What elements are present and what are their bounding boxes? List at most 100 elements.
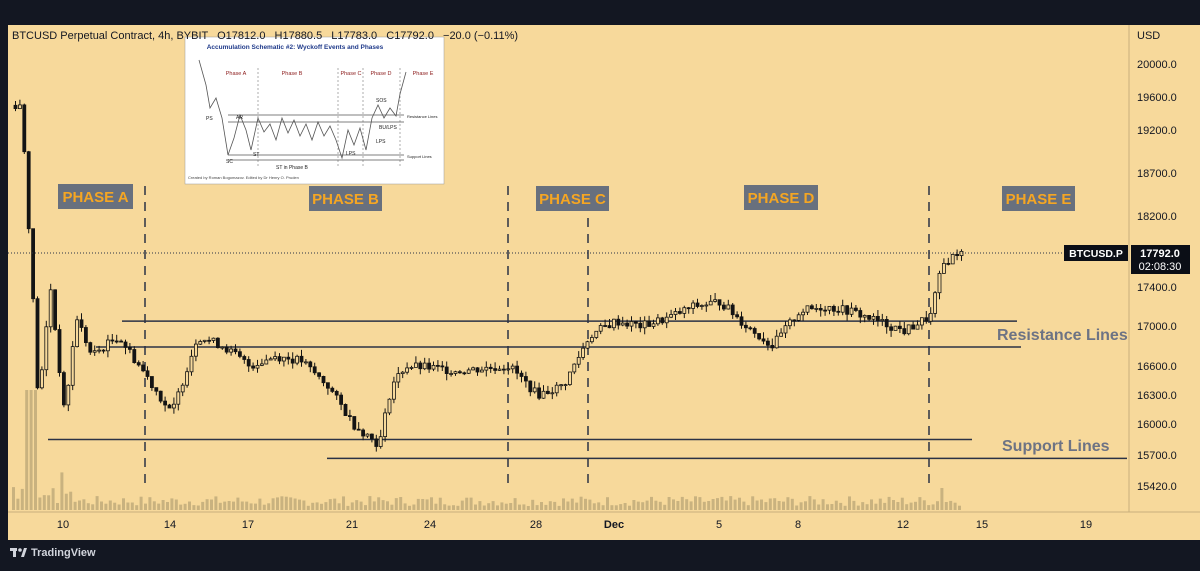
logo-mark-stem [13, 548, 16, 557]
candle-body [911, 324, 915, 330]
time-tick-label: 12 [897, 519, 909, 531]
candle-body [251, 365, 256, 369]
volume-bar [830, 504, 834, 510]
candle-body [801, 311, 805, 316]
candle-body [955, 253, 959, 256]
volume-bar [949, 500, 953, 510]
volume-bar [447, 505, 451, 510]
candle-body [678, 311, 682, 314]
volume-bar [799, 502, 803, 510]
time-axis[interactable] [8, 512, 1200, 540]
candle-body [405, 367, 410, 373]
volume-bar [636, 501, 640, 510]
inset-phase-c: Phase C [340, 71, 361, 77]
volume-bar [500, 502, 504, 510]
volume-bar [196, 505, 200, 510]
candle-body [163, 400, 168, 406]
candle-body [682, 307, 687, 314]
volume-bar [218, 502, 222, 510]
inset-event-st: ST [253, 152, 259, 158]
volume-bar [408, 505, 411, 510]
candle-body [713, 299, 717, 302]
candle-body [110, 339, 115, 342]
volume-bar [909, 502, 913, 510]
candle-body [84, 327, 88, 344]
tradingview-logo[interactable]: TradingView [10, 547, 96, 559]
last-price-badge[interactable]: BTCUSD.P 17792.0 02:08:30 [1064, 245, 1190, 274]
volume-bar [315, 502, 319, 510]
volume-bar [201, 501, 205, 510]
volume-bar [870, 499, 873, 510]
candle-body [814, 307, 819, 310]
candle-body [950, 253, 955, 265]
volume-bar [588, 499, 592, 510]
volume-bar [227, 501, 231, 510]
volume-bar [289, 497, 293, 510]
candle-body [57, 329, 62, 373]
volume-bar [843, 505, 847, 510]
symbol-badge-text: BTCUSD.P [1069, 248, 1123, 260]
candle-body [92, 350, 97, 353]
volume-bar [601, 505, 605, 510]
volume-bar [619, 504, 623, 510]
price-tick-label: 18700.0 [1137, 168, 1177, 180]
volume-bar [245, 501, 249, 510]
candle-body [149, 376, 154, 389]
candle-body [805, 305, 810, 313]
time-tick-label: Dec [604, 519, 624, 531]
candle-body [53, 289, 57, 330]
candle-body [647, 320, 651, 327]
candle-body [48, 289, 53, 328]
volume-bar [135, 505, 139, 510]
volume-bar [157, 503, 161, 510]
phase-d-label: PHASE D [744, 185, 818, 210]
volume-bar [878, 498, 882, 510]
candle-body [493, 368, 498, 371]
volume-bar [834, 500, 838, 510]
candle-body [435, 364, 440, 367]
price-tick-label: 18200.0 [1137, 211, 1177, 223]
candle-body [141, 364, 146, 372]
candle-body [607, 325, 612, 329]
candle-body [788, 319, 792, 327]
candle-body [198, 341, 203, 345]
volume-bar [553, 501, 557, 510]
volume-bar [694, 496, 697, 510]
inset-support-label: Support Lines [407, 154, 432, 159]
candlesticks [13, 99, 964, 452]
volume-bar [298, 499, 301, 510]
volume-bar [34, 390, 37, 510]
volume-bar [724, 500, 728, 510]
volume-bar [16, 498, 20, 510]
volume-bar [311, 502, 315, 510]
candle-body [277, 356, 282, 362]
candle-body [796, 314, 801, 321]
candle-body [264, 359, 269, 365]
inset-event-st-phase-b: ST in Phase B [276, 165, 309, 171]
candle-body [730, 304, 735, 316]
candle-body [132, 349, 137, 364]
bar-countdown: 02:08:30 [1139, 261, 1182, 273]
price-tick-label: 15700.0 [1137, 450, 1177, 462]
candle-body [774, 335, 779, 349]
candle-body [101, 349, 106, 352]
volume-bar [249, 503, 253, 510]
volume-bar [51, 488, 55, 510]
volume-bar [760, 499, 763, 510]
volume-bar [452, 505, 455, 510]
candle-body [242, 356, 247, 360]
time-tick-label: 10 [57, 519, 69, 531]
candle-body [471, 367, 476, 371]
candle-body [268, 358, 273, 361]
inset-phase-a: Phase A [226, 71, 247, 77]
candle-body [651, 323, 656, 327]
candle-body [26, 151, 31, 230]
volume-bar [236, 497, 240, 510]
volume-bar [865, 504, 869, 510]
volume-bar [931, 504, 935, 510]
volume-bar [826, 504, 829, 510]
volume-bar [861, 502, 865, 510]
candle-body [902, 328, 907, 335]
volume-bar [566, 501, 570, 510]
